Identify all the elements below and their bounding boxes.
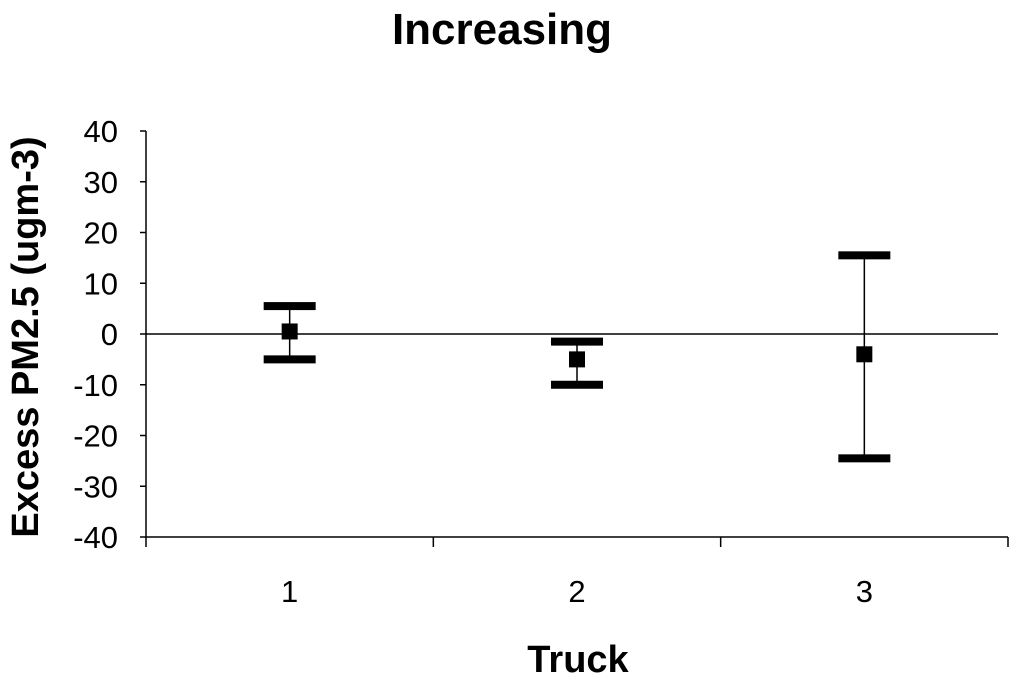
data-point-marker: [856, 346, 873, 363]
y-tick-label: -10: [73, 368, 118, 403]
axes: [145, 131, 1008, 538]
y-tick-label: -30: [73, 469, 118, 504]
chart-title: Increasing: [392, 5, 612, 54]
error-bar-upper-cap: [551, 337, 603, 346]
error-bar-point-3: [838, 251, 891, 463]
y-tick-label: 20: [84, 216, 118, 251]
error-bar-upper-cap: [263, 302, 316, 311]
error-bar-lower-cap: [838, 454, 891, 463]
y-tick-label: -20: [73, 419, 118, 454]
error-bar-lower-cap: [551, 380, 603, 389]
x-tick-label: 3: [856, 574, 873, 609]
error-bar-point-1: [263, 302, 316, 364]
error-bar-point-2: [551, 337, 603, 389]
y-tick-label: 40: [84, 114, 118, 149]
x-axis-label: Truck: [527, 639, 629, 681]
y-tick-label: 0: [101, 317, 118, 352]
x-tick-label: 2: [568, 574, 585, 609]
error-bar-upper-cap: [838, 251, 891, 260]
y-axis-label: Excess PM2.5 (ugm-3): [5, 136, 47, 537]
y-tick-label: 30: [84, 165, 118, 200]
y-tick-label: -40: [73, 520, 118, 555]
data-marks: [263, 251, 891, 463]
data-point-marker: [281, 323, 298, 340]
x-tick-label: 1: [281, 574, 298, 609]
y-axis-ticks: 40 30 20 10 0 -10 -20 -30 -40: [73, 114, 146, 555]
y-tick-label: 10: [84, 266, 118, 301]
x-axis-ticks: 1 2 3: [145, 537, 1009, 609]
error-bar-lower-cap: [263, 355, 316, 364]
data-point-marker: [569, 351, 585, 368]
